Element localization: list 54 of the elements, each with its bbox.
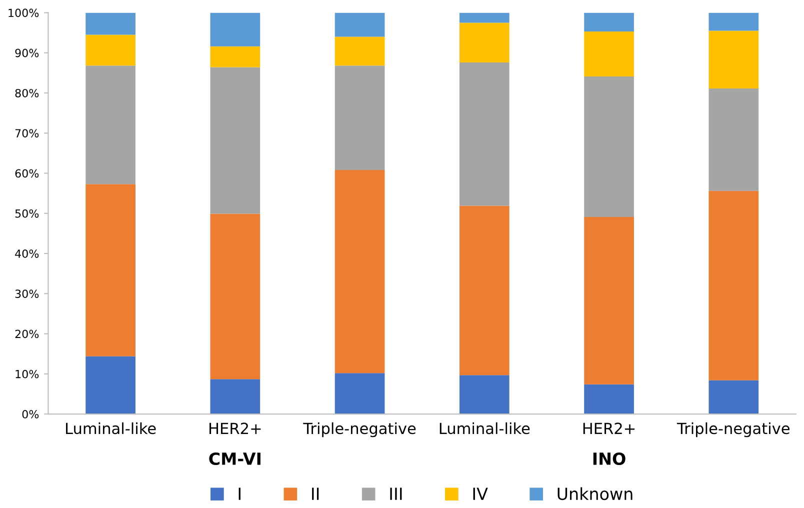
bar — [86, 34, 136, 66]
y-tick-label: 20% — [15, 330, 39, 338]
y-tick-label: 90% — [15, 48, 39, 58]
x-tick-label: Triple-negative — [676, 422, 790, 438]
bar — [334, 170, 385, 374]
bar — [210, 46, 260, 68]
bar — [459, 22, 510, 62]
bar — [584, 32, 634, 77]
bar — [708, 88, 759, 191]
bar — [708, 12, 759, 31]
legend-label: II — [312, 488, 319, 500]
text: INO — [593, 452, 626, 466]
bar — [334, 12, 385, 37]
bar — [86, 12, 136, 35]
bar — [708, 190, 759, 380]
y-tick-label: 80% — [15, 88, 39, 98]
bar — [459, 12, 510, 23]
bar — [210, 67, 260, 214]
y-tick-label: 30% — [15, 290, 39, 298]
bar — [86, 184, 136, 356]
bar — [584, 384, 634, 414]
legend-label: III — [390, 488, 402, 500]
bar — [210, 12, 260, 46]
bar — [459, 375, 510, 414]
bar — [86, 66, 136, 184]
bar — [708, 380, 759, 414]
bar — [210, 379, 260, 414]
y-tick-label: 70% — [15, 129, 39, 138]
text: CM-VI — [209, 452, 260, 466]
legend-label: IV — [473, 488, 488, 500]
legend-label: I — [238, 488, 240, 500]
bar — [584, 76, 634, 217]
bar — [86, 356, 136, 414]
y-tick-label: 60% — [15, 169, 39, 178]
bar — [708, 30, 759, 89]
x-tick-label: Luminal-like — [440, 422, 530, 434]
bar — [210, 214, 260, 380]
x-tick-label: Triple-negative — [303, 422, 416, 438]
y-tick-label: 0% — [22, 410, 39, 418]
bar — [459, 62, 510, 206]
bar — [334, 373, 385, 414]
bar — [584, 12, 634, 32]
bar — [334, 66, 385, 170]
bar — [459, 206, 510, 376]
x-tick-label: HER2+ — [210, 422, 261, 434]
y-tick-label: 100% — [8, 8, 39, 18]
y-tick-label: 40% — [15, 249, 39, 258]
y-tick-label: 10% — [16, 370, 39, 378]
x-tick-label: HER2+ — [583, 422, 635, 434]
x-tick-label: Luminal-like — [66, 422, 156, 434]
legend-label: Unknown — [558, 487, 632, 500]
y-tick-label: 50% — [15, 209, 39, 218]
bar — [334, 36, 385, 66]
bar — [584, 216, 634, 384]
